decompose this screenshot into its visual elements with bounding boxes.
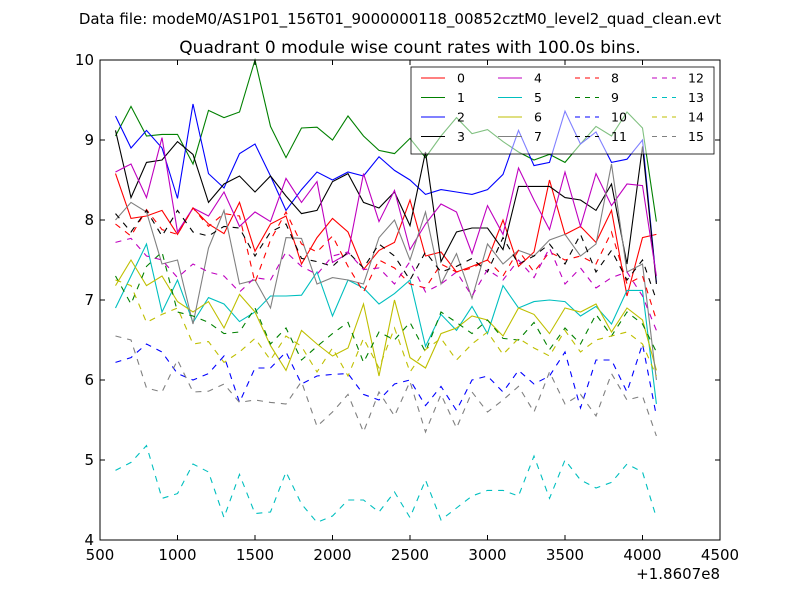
x-tick-label: 500 [86,546,115,564]
chart-title: Quadrant 0 module wise count rates with … [179,38,640,58]
series-line-8 [115,207,657,321]
plot-area: 500 1000 1500 2000 2500 3000 3500 4000 4500 4 5 6 7 8… [75,51,739,564]
x-offset-label: +1.8607e8 [636,565,720,583]
legend-label-5: 5 [534,90,542,105]
x-tick-label: 1000 [158,546,196,564]
series-line-0 [114,173,657,297]
y-tick-label: 6 [84,371,94,389]
legend-label-2: 2 [457,110,465,125]
series-line-5 [115,242,657,405]
y-tick-label: 8 [84,211,94,229]
legend-label-4: 4 [534,71,542,86]
legend-label-0: 0 [457,71,465,86]
series-line-13 [115,444,657,524]
legend-label-7: 7 [534,129,542,144]
x-tick-label: 4000 [623,546,661,564]
legend-label-12: 12 [688,71,704,86]
legend-label-11: 11 [611,129,627,144]
y-tick-label: 4 [84,531,94,549]
x-tick-label: 4500 [701,546,739,564]
legend-label-8: 8 [611,71,619,86]
x-tick-label: 2000 [313,546,351,564]
legend-label-1: 1 [457,90,465,105]
x-tick-label: 3500 [546,546,584,564]
y-tick-label: 10 [75,51,94,69]
legend-box [410,66,715,155]
legend-label-13: 13 [688,90,704,105]
y-tick-label: 5 [84,451,94,469]
series-line-7 [115,163,657,381]
series-line-12 [115,237,657,331]
tick-layer: 500 1000 1500 2000 2500 3000 3500 4000 4500 4 5 6 7 8… [75,51,739,564]
series-line-10 [115,343,657,417]
legend-label-14: 14 [688,110,704,125]
x-tick-label: 3000 [468,546,506,564]
series-line-1 [115,57,657,222]
series-line-9 [115,250,657,364]
legend-label-15: 15 [688,129,704,144]
series-line-3 [114,130,657,285]
figure-suptitle: Data file: modeM0/AS1P01_156T01_90000001… [79,10,721,29]
legend-label-6: 6 [534,110,542,125]
legend-label-3: 3 [457,129,465,144]
series-line-14 [115,279,657,378]
x-tick-label: 1500 [236,546,274,564]
legend-label-10: 10 [611,110,627,125]
legend-label-9: 9 [611,90,619,105]
series-layer [114,57,657,524]
series-line-4 [115,137,657,277]
y-tick-label: 9 [84,131,94,149]
y-tick-label: 7 [84,291,94,309]
series-line-6 [115,258,657,377]
x-tick-label: 2500 [391,546,429,564]
